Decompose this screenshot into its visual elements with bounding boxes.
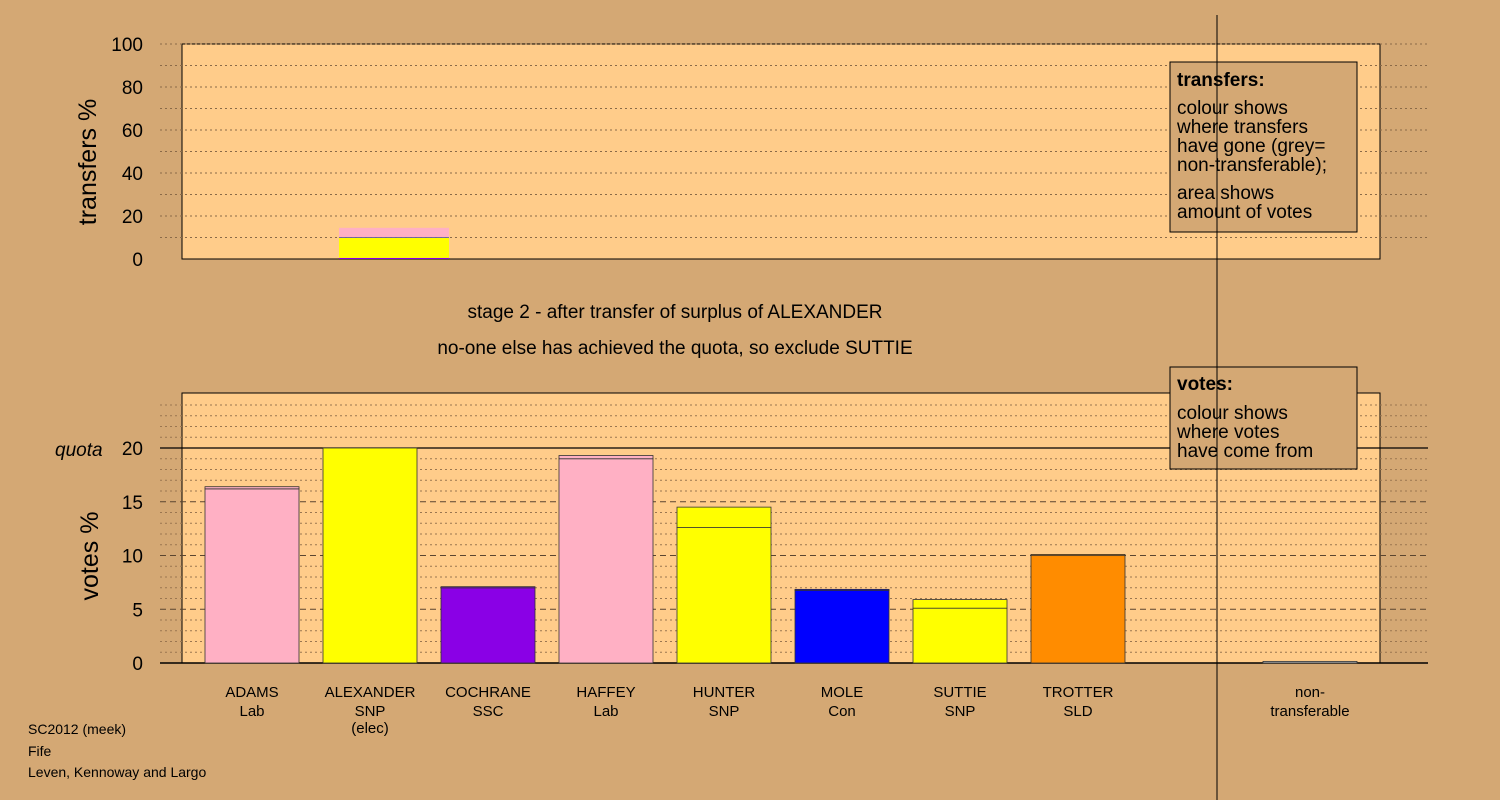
transfers-legend-line: have gone (grey= — [1177, 136, 1325, 157]
transfers-legend-line: area shows — [1177, 183, 1274, 204]
transfers-tick-label: 100 — [111, 35, 143, 56]
transfers-legend-line: amount of votes — [1177, 202, 1312, 223]
vote-bar-hunter — [676, 527, 772, 664]
transfers-legend-line: non-transferable); — [1177, 155, 1327, 176]
votes-tick-label: 15 — [122, 493, 143, 514]
votes-tick-label: 20 — [122, 439, 143, 460]
candidate-name: ALEXANDER — [325, 684, 416, 701]
votes-bars — [204, 447, 1358, 664]
transfers-tick-label: 0 — [132, 250, 143, 271]
transfer-bar-cochrane — [440, 586, 536, 589]
candidate-party: Lab — [593, 703, 618, 720]
transfer-bar-adams — [204, 486, 300, 490]
vote-bar-alexander — [322, 447, 418, 664]
candidate-name: TROTTER — [1043, 684, 1114, 701]
vote-bar-suttie — [912, 607, 1008, 664]
footer-election: SC2012 (meek) — [28, 721, 126, 737]
footer-council: Fife — [28, 743, 52, 759]
candidate-name: HAFFEY — [576, 684, 635, 701]
votes-legend-title: votes: — [1177, 374, 1233, 395]
candidate-party: Con — [828, 703, 856, 720]
stage-subtitle: no-one else has achieved the quota, so e… — [437, 338, 912, 359]
vote-bar-cochrane — [440, 587, 536, 664]
transfer-segment-snp — [339, 237, 449, 258]
transfers-tick-labels: 0 20 40 60 80 100 — [111, 35, 143, 271]
candidate-party: Lab — [239, 703, 264, 720]
transfers-tick-label: 40 — [122, 164, 143, 185]
stage-title: stage 2 - after transfer of surplus of A… — [467, 302, 882, 323]
candidate-name: MOLE — [821, 684, 864, 701]
votes-legend-line: where votes — [1176, 422, 1279, 443]
transfer-bar-suttie — [912, 599, 1008, 609]
transfers-tick-label: 80 — [122, 78, 143, 99]
transfers-tick-label: 60 — [122, 121, 143, 142]
candidate-name: HUNTER — [693, 684, 756, 701]
candidate-party: SNP — [355, 703, 386, 720]
transfer-bar-mole — [794, 588, 890, 591]
nontransferable-label: transferable — [1270, 703, 1349, 720]
transfers-legend-box: transfers: colour shows where transfers … — [1169, 61, 1358, 233]
transfers-legend-title: transfers: — [1177, 70, 1265, 91]
votes-y-axis-label: votes % — [76, 512, 104, 601]
vote-bar-trotter — [1030, 555, 1126, 664]
vote-bar-mole — [794, 589, 890, 664]
nontransferable-bar — [1262, 660, 1358, 664]
transfers-legend-line: where transfers — [1176, 117, 1308, 138]
candidate-party: SNP — [945, 703, 976, 720]
votes-tick-labels: 0 5 10 15 20 — [122, 439, 143, 675]
vote-bar-adams — [204, 488, 300, 664]
candidate-labels: ADAMSLabALEXANDERSNP(elec)COCHRANESSCHAF… — [225, 684, 1349, 737]
transfer-bar-trotter — [1030, 554, 1126, 557]
candidate-name: ADAMS — [225, 684, 278, 701]
transfers-tick-label: 20 — [122, 207, 143, 228]
transfer-segment-con — [339, 237, 449, 238]
footer-ward: Leven, Kennoway and Largo — [28, 764, 206, 780]
nontransferable-label: non- — [1295, 684, 1325, 701]
transfers-bars — [339, 227, 449, 259]
quota-label: quota — [55, 440, 103, 461]
votes-tick-label: 0 — [132, 654, 143, 675]
candidate-note: (elec) — [351, 720, 389, 737]
votes-tick-label: 5 — [132, 600, 143, 621]
votes-legend-box: votes: colour shows where votes have com… — [1169, 366, 1358, 470]
transfer-bar-hunter — [676, 506, 772, 528]
votes-legend-line: have come from — [1177, 441, 1313, 462]
candidate-name: COCHRANE — [445, 684, 531, 701]
vote-bar-haffey — [558, 458, 654, 664]
transfer-segment-ssc — [339, 257, 449, 259]
candidate-name: SUTTIE — [933, 684, 986, 701]
transfer-bar-haffey — [558, 455, 654, 460]
votes-legend-line: colour shows — [1177, 403, 1288, 424]
transfer-segment-lab — [339, 227, 449, 238]
candidate-party: SSC — [473, 703, 504, 720]
candidate-party: SNP — [709, 703, 740, 720]
candidate-party: SLD — [1063, 703, 1092, 720]
votes-tick-label: 10 — [122, 547, 143, 568]
transfers-legend-line: colour shows — [1177, 98, 1288, 119]
transfers-y-axis-label: transfers % — [74, 99, 102, 225]
